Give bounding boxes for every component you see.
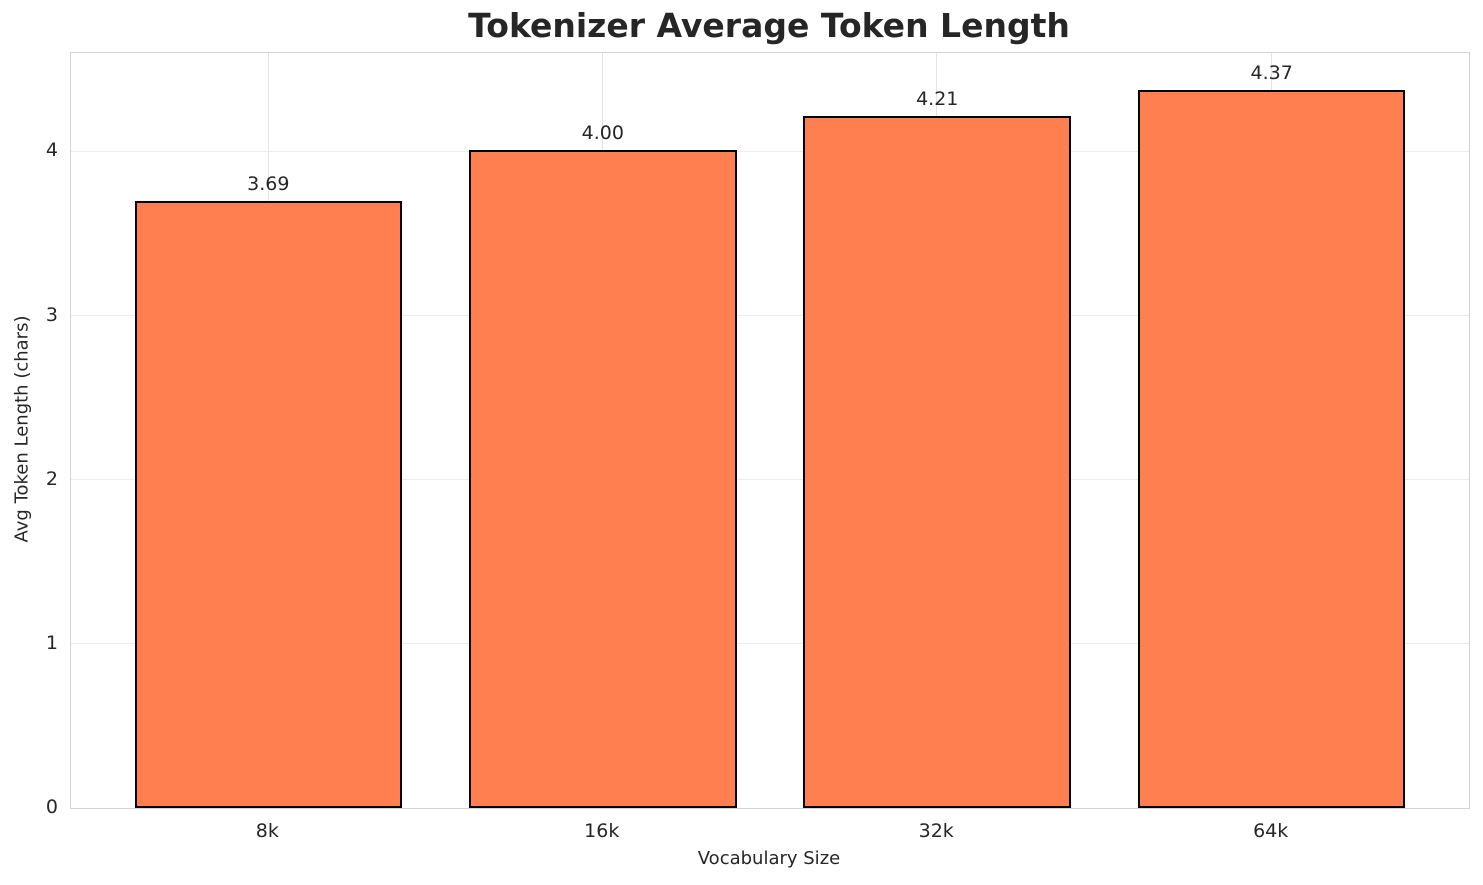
y-tick-label: 1 (45, 631, 58, 654)
plot-area: 3.69 4.00 4.21 4.37 (70, 52, 1470, 809)
y-tick-label: 2 (45, 467, 58, 490)
bar-64k (1137, 89, 1406, 808)
y-tick-label: 4 (45, 139, 58, 162)
bar-32k (803, 116, 1071, 808)
gridline-h (71, 643, 1469, 645)
y-axis-label: Avg Token Length (chars) (11, 315, 33, 543)
x-tick-label: 8k (255, 820, 279, 842)
bar-value-label: 4.00 (581, 122, 624, 145)
bar-16k (468, 150, 737, 808)
x-tick-label: 32k (918, 820, 954, 842)
bar-value-label: 4.21 (916, 88, 959, 111)
x-tick-label: 16k (584, 820, 620, 842)
gridline-h (71, 314, 1469, 316)
bar-value-label: 3.69 (247, 173, 290, 196)
chart-title: Tokenizer Average Token Length (468, 6, 1070, 45)
y-tick-label: 3 (45, 303, 58, 326)
y-tick-label: 0 (45, 796, 58, 818)
gridline-h (71, 478, 1469, 480)
gridline-h (71, 150, 1469, 152)
x-axis-label: Vocabulary Size (697, 848, 841, 869)
x-tick-label: 64k (1253, 820, 1289, 842)
bar-value-label: 4.37 (1250, 61, 1293, 84)
bar-8k (134, 201, 403, 808)
